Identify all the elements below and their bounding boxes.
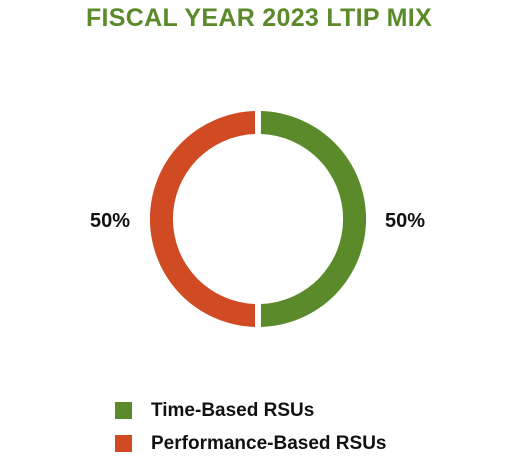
donut-slice-time-based <box>261 111 367 327</box>
legend-item-performance-based: Performance-Based RSUs <box>115 427 386 460</box>
legend-item-time-based: Time-Based RSUs <box>115 394 386 427</box>
chart-title: FISCAL YEAR 2023 LTIP MIX <box>85 4 433 32</box>
legend-label-performance-based: Performance-Based RSUs <box>151 432 387 454</box>
slice-label-time-based: 50% <box>385 210 426 232</box>
donut-slice-performance-based <box>149 111 255 327</box>
legend-label-time-based: Time-Based RSUs <box>151 399 315 421</box>
slice-label-performance-based: 50% <box>90 210 131 232</box>
chart-legend: Time-Based RSUs Performance-Based RSUs <box>115 394 386 460</box>
legend-swatch-performance-based <box>115 435 132 452</box>
legend-swatch-time-based <box>115 402 132 419</box>
